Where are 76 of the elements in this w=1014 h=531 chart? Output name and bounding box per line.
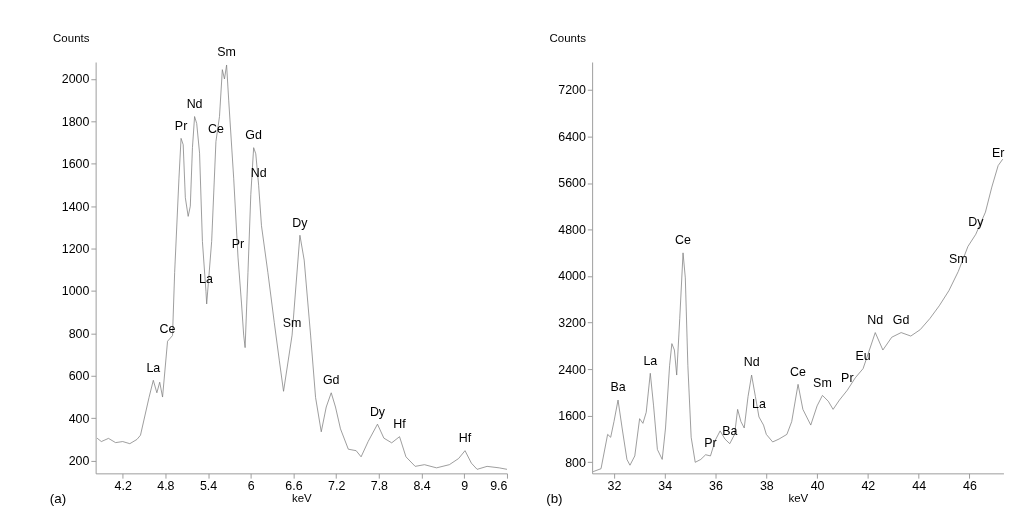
annotation: Ce bbox=[207, 121, 224, 136]
x-tick-label: 40 bbox=[810, 479, 825, 494]
y-tick-label: 200 bbox=[68, 453, 90, 468]
x-tick-label: 6 bbox=[247, 479, 255, 494]
y-tick-label: 1200 bbox=[61, 241, 90, 256]
annotation: Eu bbox=[855, 349, 871, 364]
y-tick-label: 2000 bbox=[61, 72, 90, 87]
annotation: Pr bbox=[841, 370, 854, 385]
text: (a) bbox=[49, 491, 67, 507]
annotation: Nd bbox=[743, 355, 760, 370]
line-series bbox=[96, 64, 508, 470]
y-axis-title: Counts bbox=[549, 32, 587, 45]
annotation: Sm bbox=[217, 45, 236, 60]
x-tick-label: 38 bbox=[759, 479, 774, 494]
annotation: Ce bbox=[790, 364, 807, 379]
annotation: La bbox=[643, 353, 658, 368]
annotation: La bbox=[752, 397, 766, 412]
y-tick-label: 4000 bbox=[558, 269, 586, 284]
x-tick-label: 9.6 bbox=[490, 479, 508, 494]
y-tick-label: 4800 bbox=[558, 222, 586, 237]
y-tick-label: 600 bbox=[68, 369, 90, 384]
x-tick-label: 9 bbox=[461, 479, 469, 494]
y-tick-label: 1000 bbox=[61, 284, 90, 299]
y-tick-label: 1600 bbox=[558, 409, 586, 424]
x-tick-label: 44 bbox=[912, 479, 927, 494]
annotation: Dy bbox=[292, 215, 309, 230]
text: (b) bbox=[546, 491, 563, 507]
annotation: La bbox=[199, 271, 213, 286]
y-tick-label: 1400 bbox=[61, 199, 90, 214]
annotation: Pr bbox=[704, 436, 717, 451]
annotation: Gd bbox=[245, 128, 263, 143]
y-tick-label: 800 bbox=[68, 326, 90, 341]
annotation: Gd bbox=[322, 373, 340, 388]
annotation: Nd bbox=[186, 96, 203, 111]
y-tick-label: 1800 bbox=[61, 114, 90, 129]
y-tick-label: 2400 bbox=[558, 362, 586, 377]
x-axis-title: keV bbox=[788, 491, 809, 504]
x-tick-label: 36 bbox=[709, 479, 724, 494]
y-tick-label: 7200 bbox=[558, 83, 586, 98]
x-tick-label: 4.2 bbox=[114, 479, 132, 494]
y-tick-label: 800 bbox=[565, 455, 586, 470]
x-tick-label: 7.2 bbox=[328, 479, 346, 494]
y-tick-label: 1600 bbox=[61, 157, 90, 172]
annotation: Sm bbox=[282, 315, 302, 330]
annotation: Ba bbox=[722, 424, 738, 439]
annotation: Dy bbox=[369, 404, 386, 419]
x-tick-label: 46 bbox=[963, 479, 977, 494]
x-tick-label: 32 bbox=[607, 479, 622, 494]
x-axis-title: keV bbox=[291, 491, 313, 504]
annotation: Hf bbox=[393, 417, 407, 432]
y-tick-label: 6400 bbox=[558, 129, 586, 144]
annotation: Gd bbox=[892, 312, 910, 327]
annotation: Ba bbox=[610, 380, 626, 395]
annotation: Sm bbox=[813, 375, 832, 390]
x-tick-label: 34 bbox=[658, 479, 673, 494]
annotation: Hf bbox=[458, 431, 472, 446]
annotation: Dy bbox=[968, 214, 985, 229]
annotation: La bbox=[146, 360, 161, 375]
annotation: Ce bbox=[675, 233, 692, 248]
y-axis-title: Counts bbox=[53, 32, 90, 45]
annotation: Pr bbox=[174, 118, 188, 133]
x-tick-label: 4.8 bbox=[157, 479, 175, 494]
x-tick-label: 8.4 bbox=[413, 479, 431, 494]
annotation: Pr bbox=[231, 237, 245, 252]
x-tick-label: 42 bbox=[861, 479, 876, 494]
annotation: Er bbox=[991, 145, 1005, 160]
y-tick-label: 5600 bbox=[558, 176, 586, 191]
x-tick-label: 5.4 bbox=[199, 479, 218, 494]
x-tick-label: 7.8 bbox=[370, 479, 389, 494]
annotation: Sm bbox=[948, 251, 968, 266]
annotation: Nd bbox=[867, 312, 884, 327]
annotation: Ce bbox=[159, 321, 176, 336]
y-tick-label: 3200 bbox=[558, 315, 586, 330]
x-tick-label: 6.6 bbox=[285, 479, 303, 494]
annotation: Nd bbox=[250, 165, 267, 180]
y-tick-label: 400 bbox=[68, 411, 90, 426]
